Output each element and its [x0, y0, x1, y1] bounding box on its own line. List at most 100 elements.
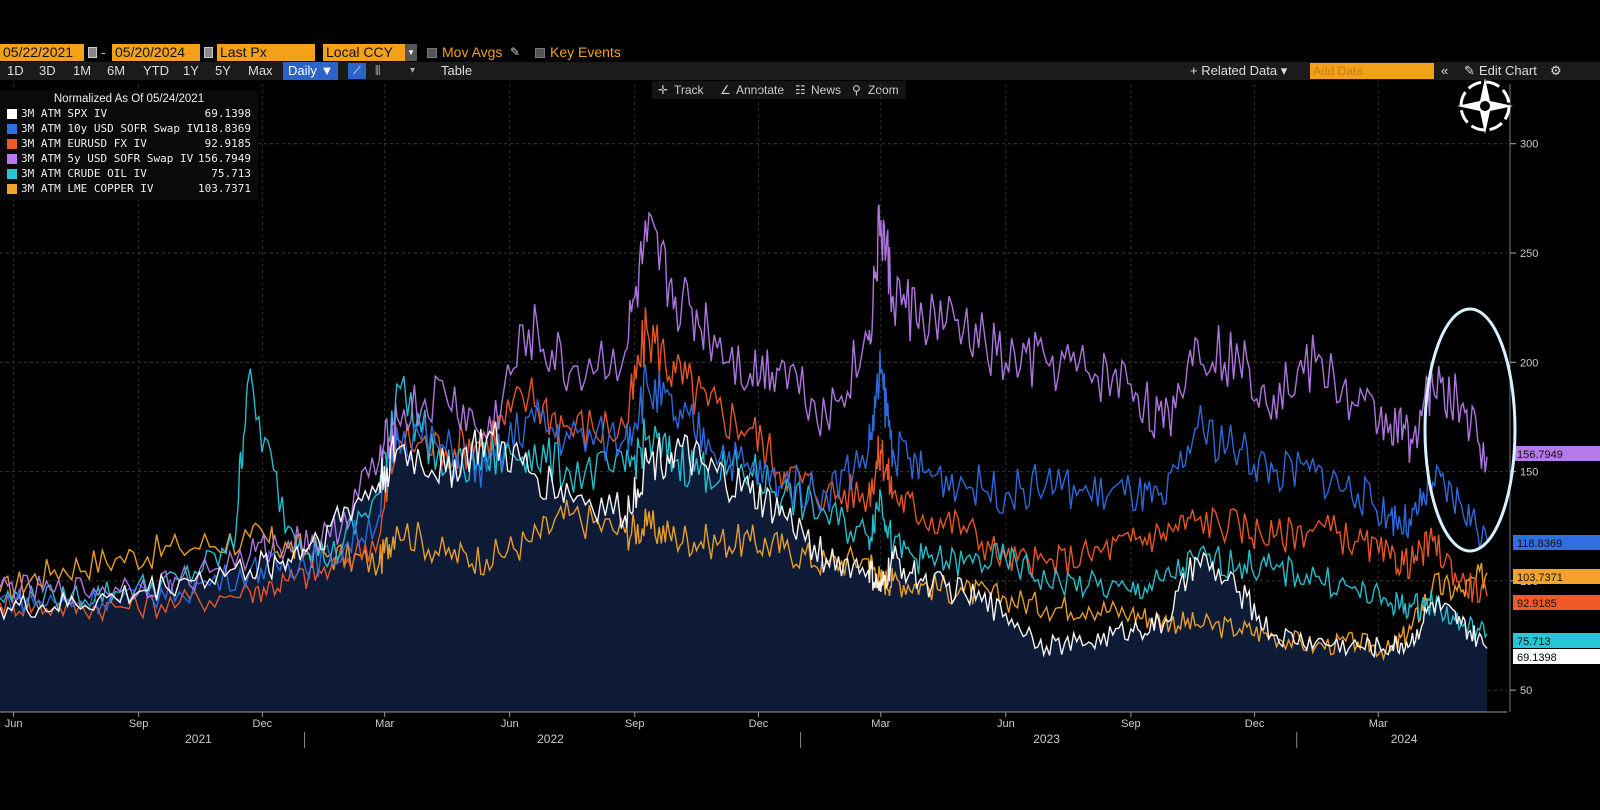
series-lines [0, 204, 1488, 662]
edit-chart-button[interactable]: Edit Chart [1479, 63, 1537, 78]
legend-item-sofr10[interactable]: 3M ATM 10y USD SOFR Swap IV 118.8369 [0, 121, 258, 136]
series-line-sofr10 [0, 350, 1488, 616]
y-tick-label: 300 [1520, 139, 1538, 151]
x-axis: Jun Sep Dec Mar Jun Sep Dec Mar Jun Sep Dec Mar 2021… [0, 711, 1507, 748]
last-value-tag-bg [1513, 595, 1600, 610]
chart-type-dropdown-icon[interactable]: ▾ [410, 65, 416, 76]
chart-legend: Normalized As Of 05/24/2021 3M ATM SPX I… [0, 90, 258, 200]
legend-title: Normalized As Of 05/24/2021 [53, 93, 205, 105]
legend-swatch [7, 124, 17, 134]
x-tick-label: Jun [997, 718, 1015, 730]
legend-swatch [7, 154, 17, 164]
last-value-tags: 156.7949 118.8369 103.7371 92.9185 75.713 69.… [1513, 446, 1600, 664]
compass-logo-icon [1457, 78, 1513, 134]
range-5y-button[interactable]: 5Y [215, 63, 231, 78]
year-label: 2021 [185, 732, 212, 746]
series-line-sofr5 [0, 204, 1488, 605]
last-value-tag-bg [1513, 535, 1600, 550]
pencil-icon[interactable]: ✎ [510, 45, 521, 59]
currency-select[interactable]: Local CCY [323, 44, 405, 61]
legend-series-name: 3M ATM CRUDE OIL IV [21, 167, 147, 180]
legend-series-name: 3M ATM 10y USD SOFR Swap IV [21, 122, 200, 135]
legend-item-spx[interactable]: 3M ATM SPX IV 69.1398 [0, 106, 258, 121]
legend-swatch [7, 169, 17, 179]
range-1y-button[interactable]: 1Y [183, 63, 199, 78]
x-tick-label: Mar [871, 718, 890, 730]
table-button[interactable]: Table [441, 63, 473, 78]
x-tick-label: Sep [129, 718, 149, 730]
start-date-field[interactable]: 05/22/2021 [0, 44, 84, 61]
annotate-tool[interactable]: Annotate [736, 83, 785, 97]
range-6m-button[interactable]: 6M [107, 63, 126, 78]
y-tick-label: 250 [1520, 248, 1538, 260]
key-events-checkbox[interactable] [535, 48, 545, 58]
legend-swatch [7, 139, 17, 149]
chart-toolbar-row1: 05/22/2021 - 05/20/2024 Last Px Local CC… [0, 44, 1600, 62]
legend-series-name: 3M ATM EURUSD FX IV [21, 137, 147, 150]
edit-pencil-icon[interactable]: ✎ [1464, 63, 1475, 78]
range-1d-button[interactable]: 1D [7, 63, 24, 78]
mov-avgs-checkbox[interactable] [427, 48, 437, 58]
y-tick-label: 150 [1520, 467, 1538, 479]
legend-swatch [7, 184, 17, 194]
end-date-field[interactable]: 05/20/2024 [112, 44, 200, 61]
x-tick-label: Dec [749, 718, 769, 730]
track-tool[interactable]: Track [674, 83, 704, 97]
zoom-icon[interactable]: ⚲ [852, 83, 861, 97]
legend-item-eurusd[interactable]: 3M ATM EURUSD FX IV 92.9185 [0, 136, 258, 151]
last-value-tag-bg [1513, 649, 1600, 664]
chart-tool-strip: ✛ Track ∠ Annotate ☷ News ⚲ Zoom [652, 81, 906, 99]
range-max-button[interactable]: Max [248, 63, 273, 78]
legend-series-value: 103.7371 [198, 182, 251, 195]
settings-gear-icon[interactable]: ⚙ [1550, 63, 1562, 78]
date-separator: - [101, 44, 106, 60]
legend-item-crude[interactable]: 3M ATM CRUDE OIL IV 75.713 [0, 166, 258, 181]
x-tick-label: Jun [501, 718, 519, 730]
x-tick-label: Sep [625, 718, 645, 730]
chart-toolbar-row2: 1D 3D 1M 6M YTD 1Y 5Y Max Daily ▼ ⟋ ⫴ ▾ … [0, 62, 1600, 80]
range-3d-button[interactable]: 3D [39, 63, 56, 78]
currency-dropdown-icon[interactable]: ▾ [405, 44, 417, 61]
range-ytd-button[interactable]: YTD [143, 63, 169, 78]
add-data-input[interactable]: Add Data [1310, 63, 1434, 79]
x-tick-label: Mar [1369, 718, 1388, 730]
legend-series-value: 75.713 [211, 167, 251, 180]
legend-item-copper[interactable]: 3M ATM LME COPPER IV 103.7371 [0, 181, 258, 196]
track-icon[interactable]: ✛ [658, 83, 669, 97]
spx-area-fill [0, 421, 1487, 712]
last-value-tag-sofr5: 156.7949 [1517, 449, 1563, 461]
year-label: 2023 [1033, 732, 1060, 746]
bar-chart-icon[interactable]: ⫴ [375, 63, 381, 78]
legend-series-name: 3M ATM LME COPPER IV [21, 182, 154, 195]
news-icon[interactable]: ☷ [795, 83, 806, 97]
start-date-calendar-icon[interactable] [88, 47, 97, 58]
x-tick-label: Sep [1121, 718, 1141, 730]
news-tool[interactable]: News [811, 83, 842, 97]
legend-series-name: 3M ATM SPX IV [21, 107, 108, 120]
last-value-tag-crude: 75.713 [1517, 636, 1551, 648]
y-tick-label: 50 [1520, 685, 1532, 697]
price-field-select[interactable]: Last Px [217, 44, 315, 61]
key-events-label[interactable]: Key Events [550, 44, 621, 60]
year-label: 2022 [537, 732, 564, 746]
legend-item-sofr5[interactable]: 3M ATM 5y USD SOFR Swap IV 156.7949 [0, 151, 258, 166]
related-data-button[interactable]: + Related Data ▾ [1190, 63, 1288, 78]
year-label: 2024 [1391, 732, 1418, 746]
y-tick-label: 200 [1520, 357, 1538, 369]
end-date-calendar-icon[interactable] [204, 47, 213, 58]
y-axis: 50100150200250300 [1509, 84, 1538, 712]
zoom-tool[interactable]: Zoom [868, 83, 899, 97]
collapse-icon[interactable]: « [1441, 63, 1449, 78]
series-line-eurusd [0, 307, 1488, 623]
legend-series-value: 92.9185 [204, 137, 251, 150]
frequency-select[interactable]: Daily ▼ [283, 62, 339, 80]
line-chart-icon[interactable]: ⟋ [348, 63, 366, 79]
legend-swatch [7, 109, 17, 119]
x-tick-label: Dec [1245, 718, 1265, 730]
x-tick-label: Dec [253, 718, 273, 730]
legend-series-name: 3M ATM 5y USD SOFR Swap IV [21, 152, 194, 165]
range-1m-button[interactable]: 1M [73, 63, 92, 78]
annotate-icon[interactable]: ∠ [720, 83, 731, 97]
mov-avgs-label[interactable]: Mov Avgs [442, 44, 503, 60]
